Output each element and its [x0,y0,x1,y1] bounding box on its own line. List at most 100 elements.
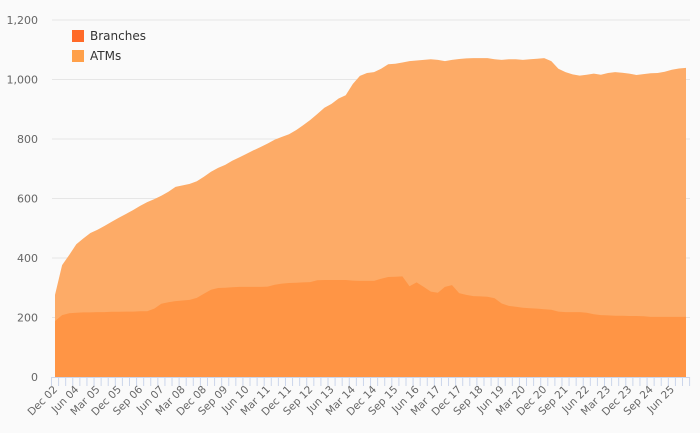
data-point-atms[interactable] [81,236,86,241]
data-point-atms[interactable] [194,179,199,184]
data-point-branches[interactable] [485,294,490,299]
data-point-atms[interactable] [329,101,334,106]
data-point-branches[interactable] [166,300,171,305]
data-point-atms[interactable] [669,67,674,72]
data-point-branches[interactable] [301,280,306,285]
data-point-atms[interactable] [223,162,228,167]
data-point-atms[interactable] [265,141,270,146]
data-point-atms[interactable] [471,56,476,61]
data-point-atms[interactable] [613,70,618,75]
data-point-branches[interactable] [258,284,263,289]
data-point-branches[interactable] [655,314,660,319]
data-point-atms[interactable] [620,70,625,75]
data-point-atms[interactable] [591,71,596,76]
data-point-branches[interactable] [336,278,341,283]
data-point-atms[interactable] [279,134,284,139]
data-point-atms[interactable] [357,73,362,78]
data-point-atms[interactable] [442,59,447,64]
data-point-branches[interactable] [528,306,533,311]
data-point-branches[interactable] [322,278,327,283]
data-point-atms[interactable] [492,57,497,62]
data-point-branches[interactable] [570,310,575,315]
data-point-atms[interactable] [308,118,313,123]
data-point-branches[interactable] [216,286,221,291]
data-point-atms[interactable] [563,70,568,75]
data-point-branches[interactable] [67,311,72,316]
data-point-branches[interactable] [478,294,483,299]
data-point-atms[interactable] [365,71,370,76]
data-point-branches[interactable] [81,310,86,315]
data-point-branches[interactable] [662,314,667,319]
data-point-branches[interactable] [613,313,618,318]
data-point-atms[interactable] [535,56,540,61]
data-point-branches[interactable] [272,282,277,287]
data-point-branches[interactable] [421,284,426,289]
data-point-branches[interactable] [287,281,292,286]
data-point-atms[interactable] [655,71,660,76]
data-point-atms[interactable] [109,219,114,224]
data-point-branches[interactable] [201,291,206,296]
data-point-branches[interactable] [230,285,235,290]
data-point-branches[interactable] [506,303,511,308]
data-point-atms[interactable] [662,69,667,74]
data-point-branches[interactable] [123,309,128,314]
data-point-atms[interactable] [598,72,603,77]
data-point-branches[interactable] [131,309,136,314]
data-point-atms[interactable] [216,165,221,170]
data-point-atms[interactable] [627,71,632,76]
data-point-atms[interactable] [116,215,121,220]
data-point-branches[interactable] [315,278,320,283]
data-point-branches[interactable] [237,284,242,289]
data-point-atms[interactable] [428,57,433,62]
data-point-branches[interactable] [393,274,398,279]
data-point-branches[interactable] [584,310,589,315]
data-point-branches[interactable] [74,310,79,315]
data-point-branches[interactable] [279,281,284,286]
data-point-branches[interactable] [542,307,547,312]
data-point-branches[interactable] [109,309,114,314]
data-point-branches[interactable] [308,280,313,285]
data-point-branches[interactable] [435,290,440,295]
data-point-branches[interactable] [556,309,561,314]
data-point-branches[interactable] [343,278,348,283]
data-point-atms[interactable] [258,145,263,150]
data-point-branches[interactable] [669,314,674,319]
data-point-branches[interactable] [591,312,596,317]
data-point-atms[interactable] [513,57,518,62]
data-point-atms[interactable] [485,56,490,61]
data-point-branches[interactable] [223,285,228,290]
data-point-atms[interactable] [350,82,355,87]
data-point-atms[interactable] [549,59,554,64]
data-point-branches[interactable] [513,304,518,309]
data-point-atms[interactable] [180,183,185,188]
data-point-branches[interactable] [627,314,632,319]
data-point-branches[interactable] [414,280,419,285]
data-point-atms[interactable] [251,148,256,153]
data-point-branches[interactable] [95,310,100,315]
data-point-atms[interactable] [173,184,178,189]
data-point-branches[interactable] [152,306,157,311]
data-point-atms[interactable] [386,62,391,67]
data-point-branches[interactable] [684,314,689,319]
data-point-branches[interactable] [641,314,646,319]
data-point-branches[interactable] [563,310,568,315]
data-point-atms[interactable] [372,70,377,75]
data-point-atms[interactable] [676,66,681,71]
data-point-atms[interactable] [528,57,533,62]
data-point-atms[interactable] [209,169,214,174]
data-point-atms[interactable] [520,57,525,62]
data-point-branches[interactable] [492,296,497,301]
data-point-branches[interactable] [442,284,447,289]
data-point-branches[interactable] [329,278,334,283]
data-point-branches[interactable] [407,284,412,289]
data-point-atms[interactable] [88,231,93,236]
data-point-branches[interactable] [265,284,270,289]
data-point-atms[interactable] [570,72,575,77]
data-point-atms[interactable] [648,71,653,76]
data-point-branches[interactable] [549,307,554,312]
data-point-atms[interactable] [187,181,192,186]
data-point-branches[interactable] [379,276,384,281]
data-point-branches[interactable] [535,306,540,311]
data-point-atms[interactable] [244,151,249,156]
data-point-atms[interactable] [131,208,136,213]
